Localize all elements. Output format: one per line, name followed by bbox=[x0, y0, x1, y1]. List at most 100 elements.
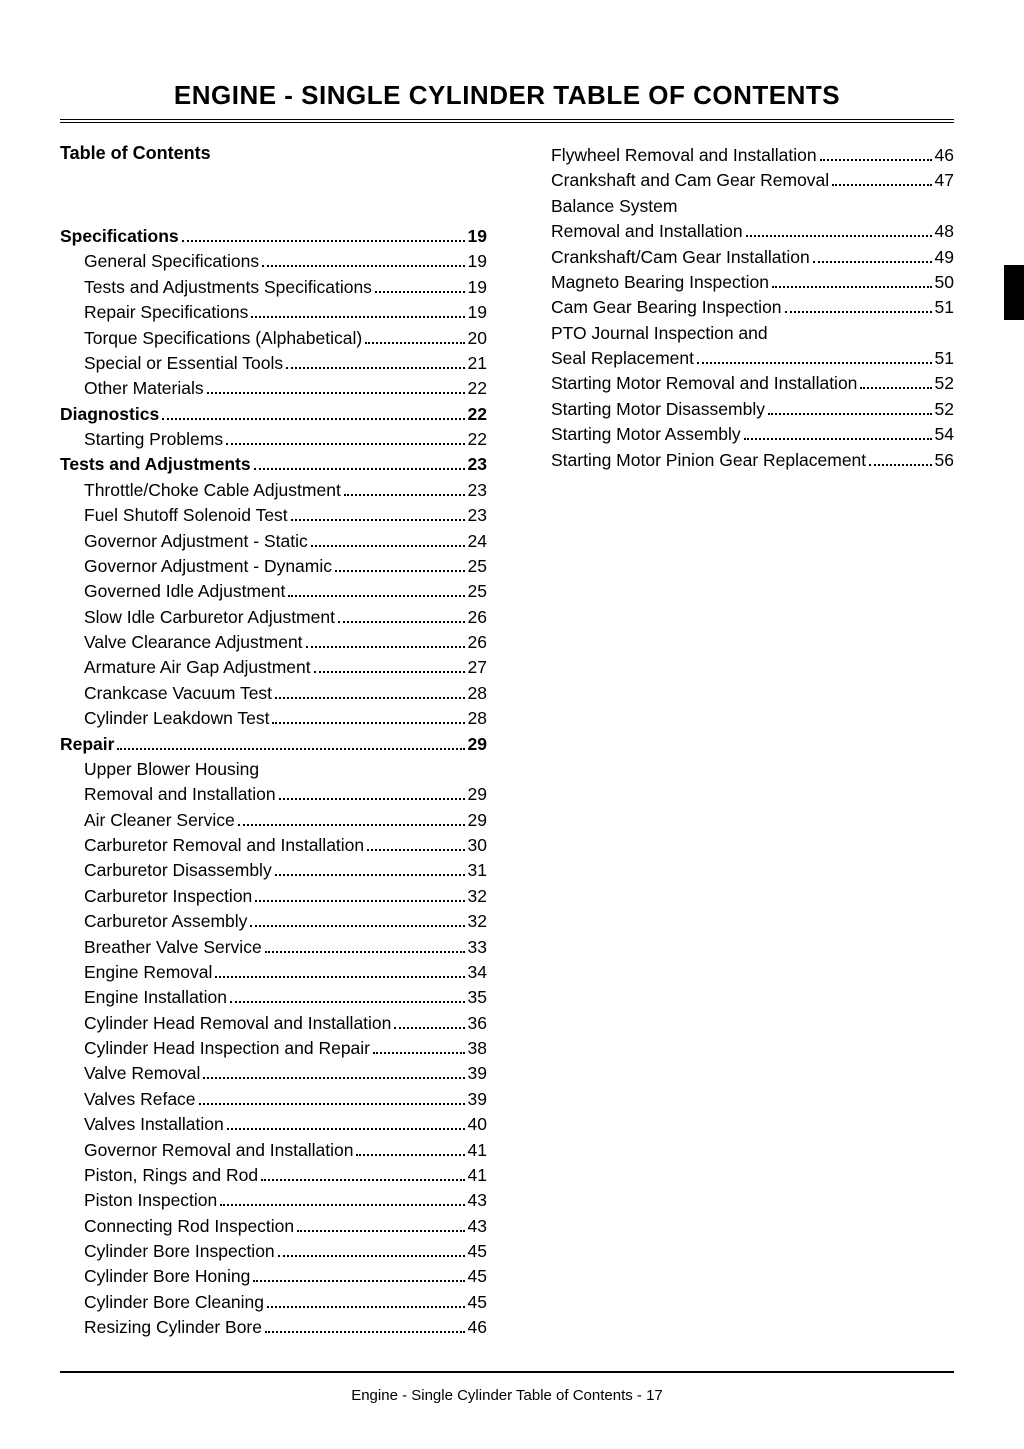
toc-entry: Governor Removal and Installation 41 bbox=[60, 1138, 487, 1163]
toc-entry: Upper Blower Housing bbox=[60, 757, 487, 782]
toc-entry-page: 32 bbox=[468, 909, 487, 934]
toc-leader-dots bbox=[335, 570, 465, 572]
toc-leader-dots bbox=[227, 1128, 465, 1130]
toc-entry-page: 25 bbox=[468, 554, 487, 579]
toc-entry-label: Removal and Installation bbox=[84, 782, 276, 807]
toc-entry: Governed Idle Adjustment 25 bbox=[60, 579, 487, 604]
toc-entry-page: 29 bbox=[468, 782, 487, 807]
toc-entry-label: Cylinder Bore Honing bbox=[84, 1264, 250, 1289]
toc-entry-page: 24 bbox=[468, 529, 487, 554]
toc-entry-page: 41 bbox=[468, 1138, 487, 1163]
toc-leader-dots bbox=[373, 1052, 465, 1054]
toc-entry-page: 52 bbox=[935, 397, 954, 422]
toc-columns: Table of Contents Specifications19Genera… bbox=[60, 143, 954, 1341]
toc-left-list: Specifications19General Specifications19… bbox=[60, 224, 487, 1341]
toc-entry-label: Cylinder Bore Cleaning bbox=[84, 1290, 264, 1315]
toc-entry-label: Starting Motor Removal and Installation bbox=[551, 371, 857, 396]
toc-entry-label: Resizing Cylinder Bore bbox=[84, 1315, 262, 1340]
toc-leader-dots bbox=[288, 595, 464, 597]
toc-entry-page: 39 bbox=[468, 1061, 487, 1086]
toc-entry-label: Crankcase Vacuum Test bbox=[84, 681, 272, 706]
toc-leader-dots bbox=[832, 184, 931, 186]
toc-entry-page: 36 bbox=[468, 1011, 487, 1036]
toc-entry-page: 28 bbox=[468, 706, 487, 731]
toc-entry-page: 21 bbox=[468, 351, 487, 376]
toc-entry-page: 43 bbox=[468, 1188, 487, 1213]
toc-entry-label: Valve Clearance Adjustment bbox=[84, 630, 303, 655]
toc-entry: Cylinder Bore Honing 45 bbox=[60, 1264, 487, 1289]
toc-entry: Governor Adjustment - Static24 bbox=[60, 529, 487, 554]
toc-entry-label: Valve Removal bbox=[84, 1061, 200, 1086]
toc-entry-page: 22 bbox=[468, 427, 487, 452]
toc-entry: Cylinder Head Removal and Installation36 bbox=[60, 1011, 487, 1036]
toc-entry-label: Magneto Bearing Inspection bbox=[551, 270, 769, 295]
toc-entry-label: Air Cleaner Service bbox=[84, 808, 235, 833]
toc-leader-dots bbox=[869, 464, 931, 466]
toc-entry-page: 40 bbox=[468, 1112, 487, 1137]
toc-leader-dots bbox=[365, 342, 464, 344]
toc-leader-dots bbox=[261, 1179, 464, 1181]
toc-entry-label: Starting Motor Assembly bbox=[551, 422, 741, 447]
toc-entry-page: 22 bbox=[468, 376, 487, 401]
toc-entry-label: Valves Installation bbox=[84, 1112, 224, 1137]
toc-leader-dots bbox=[265, 1331, 465, 1333]
toc-entry: Tests and Adjustments23 bbox=[60, 452, 487, 477]
toc-entry: Air Cleaner Service29 bbox=[60, 808, 487, 833]
toc-entry-label: Removal and Installation bbox=[551, 219, 743, 244]
toc-entry-page: 46 bbox=[935, 143, 954, 168]
toc-entry: Connecting Rod Inspection43 bbox=[60, 1214, 487, 1239]
toc-entry-label: Repair bbox=[60, 732, 114, 757]
toc-leader-dots bbox=[279, 798, 465, 800]
toc-leader-dots bbox=[306, 646, 465, 648]
toc-entry-label: Piston Inspection bbox=[84, 1188, 217, 1213]
toc-entry-page: 49 bbox=[935, 245, 954, 270]
toc-entry-page: 25 bbox=[468, 579, 487, 604]
toc-leader-dots bbox=[697, 362, 932, 364]
toc-entry: Magneto Bearing Inspection50 bbox=[527, 270, 954, 295]
toc-entry-page: 48 bbox=[935, 219, 954, 244]
toc-entry-page: 30 bbox=[468, 833, 487, 858]
toc-entry: Flywheel Removal and Installation46 bbox=[527, 143, 954, 168]
page-title: ENGINE - SINGLE CYLINDER TABLE OF CONTEN… bbox=[60, 80, 954, 123]
toc-leader-dots bbox=[297, 1230, 464, 1232]
toc-right-list: Flywheel Removal and Installation46Crank… bbox=[527, 143, 954, 473]
toc-entry-label: Armature Air Gap Adjustment bbox=[84, 655, 311, 680]
toc-entry-label: Governor Removal and Installation bbox=[84, 1138, 353, 1163]
toc-leader-dots bbox=[220, 1204, 464, 1206]
toc-entry-label: Breather Valve Service bbox=[84, 935, 262, 960]
toc-entry: Removal and Installation 48 bbox=[527, 219, 954, 244]
toc-entry-label: Throttle/Choke Cable Adjustment bbox=[84, 478, 341, 503]
toc-leader-dots bbox=[226, 443, 464, 445]
toc-entry-page: 46 bbox=[468, 1315, 487, 1340]
toc-entry-label: Governed Idle Adjustment bbox=[84, 579, 285, 604]
toc-leader-dots bbox=[250, 925, 464, 927]
toc-leader-dots bbox=[278, 1255, 465, 1257]
toc-entry: Seal Replacement51 bbox=[527, 346, 954, 371]
toc-entry-label: Carburetor Assembly bbox=[84, 909, 247, 934]
toc-entry-page: 33 bbox=[468, 935, 487, 960]
toc-entry-label: Valves Reface bbox=[84, 1087, 196, 1112]
toc-entry-page: 45 bbox=[468, 1264, 487, 1289]
toc-leader-dots bbox=[207, 392, 465, 394]
toc-entry: Resizing Cylinder Bore 46 bbox=[60, 1315, 487, 1340]
toc-leader-dots bbox=[314, 671, 465, 673]
toc-entry-page: 22 bbox=[468, 402, 487, 427]
toc-entry-page: 32 bbox=[468, 884, 487, 909]
toc-entry-page: 26 bbox=[468, 630, 487, 655]
toc-entry-label: Cylinder Leakdown Test bbox=[84, 706, 269, 731]
toc-entry: Balance System bbox=[527, 194, 954, 219]
toc-entry: Governor Adjustment - Dynamic25 bbox=[60, 554, 487, 579]
toc-leader-dots bbox=[311, 545, 465, 547]
toc-entry: Carburetor Inspection32 bbox=[60, 884, 487, 909]
toc-entry-page: 51 bbox=[935, 346, 954, 371]
toc-leader-dots bbox=[813, 261, 932, 263]
toc-leader-dots bbox=[746, 235, 932, 237]
toc-entry-label: Slow Idle Carburetor Adjustment bbox=[84, 605, 335, 630]
toc-entry-page: 19 bbox=[468, 224, 487, 249]
toc-leader-dots bbox=[203, 1077, 464, 1079]
toc-entry-page: 27 bbox=[468, 655, 487, 680]
toc-entry: Piston, Rings and Rod41 bbox=[60, 1163, 487, 1188]
toc-leader-dots bbox=[275, 874, 465, 876]
toc-leader-dots bbox=[253, 1280, 464, 1282]
toc-entry: Diagnostics22 bbox=[60, 402, 487, 427]
